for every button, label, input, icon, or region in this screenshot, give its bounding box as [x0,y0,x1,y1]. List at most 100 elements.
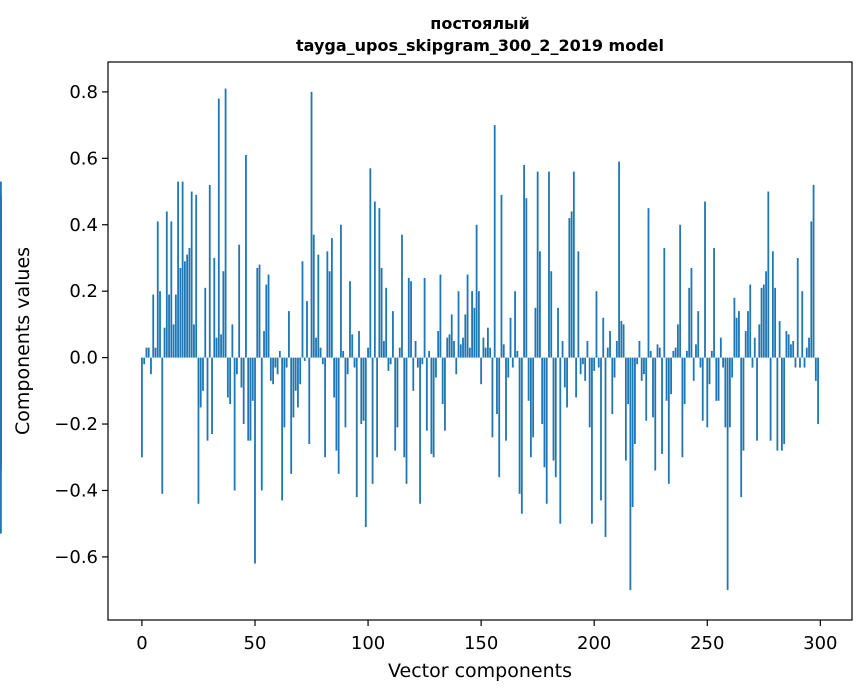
bar [663,248,666,358]
bar [272,357,274,385]
bar [303,357,306,361]
bar [435,357,437,378]
bar [581,357,584,365]
bar [636,357,639,365]
bar [534,307,537,358]
y-tick-label: 0.6 [69,148,98,169]
bar [297,357,299,408]
bar [563,357,566,388]
bar [168,294,170,358]
bar [692,357,695,381]
bar [466,274,469,358]
bar [285,357,288,368]
bar [661,357,663,454]
bar [731,357,734,378]
bar [419,357,421,504]
bar [263,331,265,358]
bar [715,357,718,401]
bar [507,357,510,378]
bar [143,357,146,365]
x-tick-label: 100 [351,633,385,654]
bar [647,208,650,358]
bar [190,191,193,358]
bar [787,334,790,358]
bar [686,350,688,358]
bar [667,357,670,484]
bar [265,284,268,358]
bar [767,191,770,358]
bar [475,224,478,358]
bar [670,357,672,395]
bar [407,277,410,358]
bar [258,264,261,358]
bar [382,341,385,358]
bar [699,357,702,368]
bar [620,321,623,358]
bar [226,357,229,398]
x-tick-label: 300 [803,633,837,654]
bar [674,347,677,358]
bar [468,347,471,358]
bar [774,287,777,358]
bar [156,221,159,358]
y-tick-label: −0.6 [54,547,98,568]
bar [416,357,419,368]
bar [570,211,573,358]
bar [369,168,372,358]
bar [358,331,360,358]
bar [539,251,541,358]
bar [765,271,767,358]
bar [364,357,367,527]
bar [213,257,216,358]
bar [683,357,686,405]
bar [448,334,451,358]
bar [579,357,582,375]
bar [147,347,150,358]
bar [165,211,168,358]
bar [353,357,356,368]
bar [529,357,532,458]
y-tick-label: −0.4 [54,480,98,501]
bar [487,327,489,358]
bar [294,357,297,391]
bar [150,357,152,375]
bar [217,98,220,358]
bar [441,357,444,405]
bar [380,267,383,358]
bar [505,357,507,441]
bar [425,357,428,431]
bar [238,244,241,358]
bar [518,357,521,494]
bar [747,311,749,358]
y-tick-label: 0.8 [69,82,98,103]
bar [792,341,795,358]
bar [527,357,530,401]
bar [471,291,473,358]
bar [423,277,426,358]
bar [457,291,460,358]
bar [247,357,250,441]
bar [695,344,697,358]
bar [186,254,189,358]
bar [159,291,161,358]
bar [740,357,743,498]
plot-frame [107,61,853,621]
bar [640,357,643,381]
bar [439,274,442,358]
bar [796,257,799,358]
bar [276,357,279,375]
x-tick-label: 0 [136,633,147,654]
bar [701,357,704,421]
bar [482,337,485,358]
bar [170,221,173,358]
bar [330,238,333,358]
bar [312,234,315,358]
bar [690,267,693,358]
bar [591,357,593,524]
bar [188,248,191,358]
bar [509,317,512,358]
bar [360,357,363,425]
bar [315,337,317,358]
bar [328,271,331,358]
bar [401,234,403,358]
